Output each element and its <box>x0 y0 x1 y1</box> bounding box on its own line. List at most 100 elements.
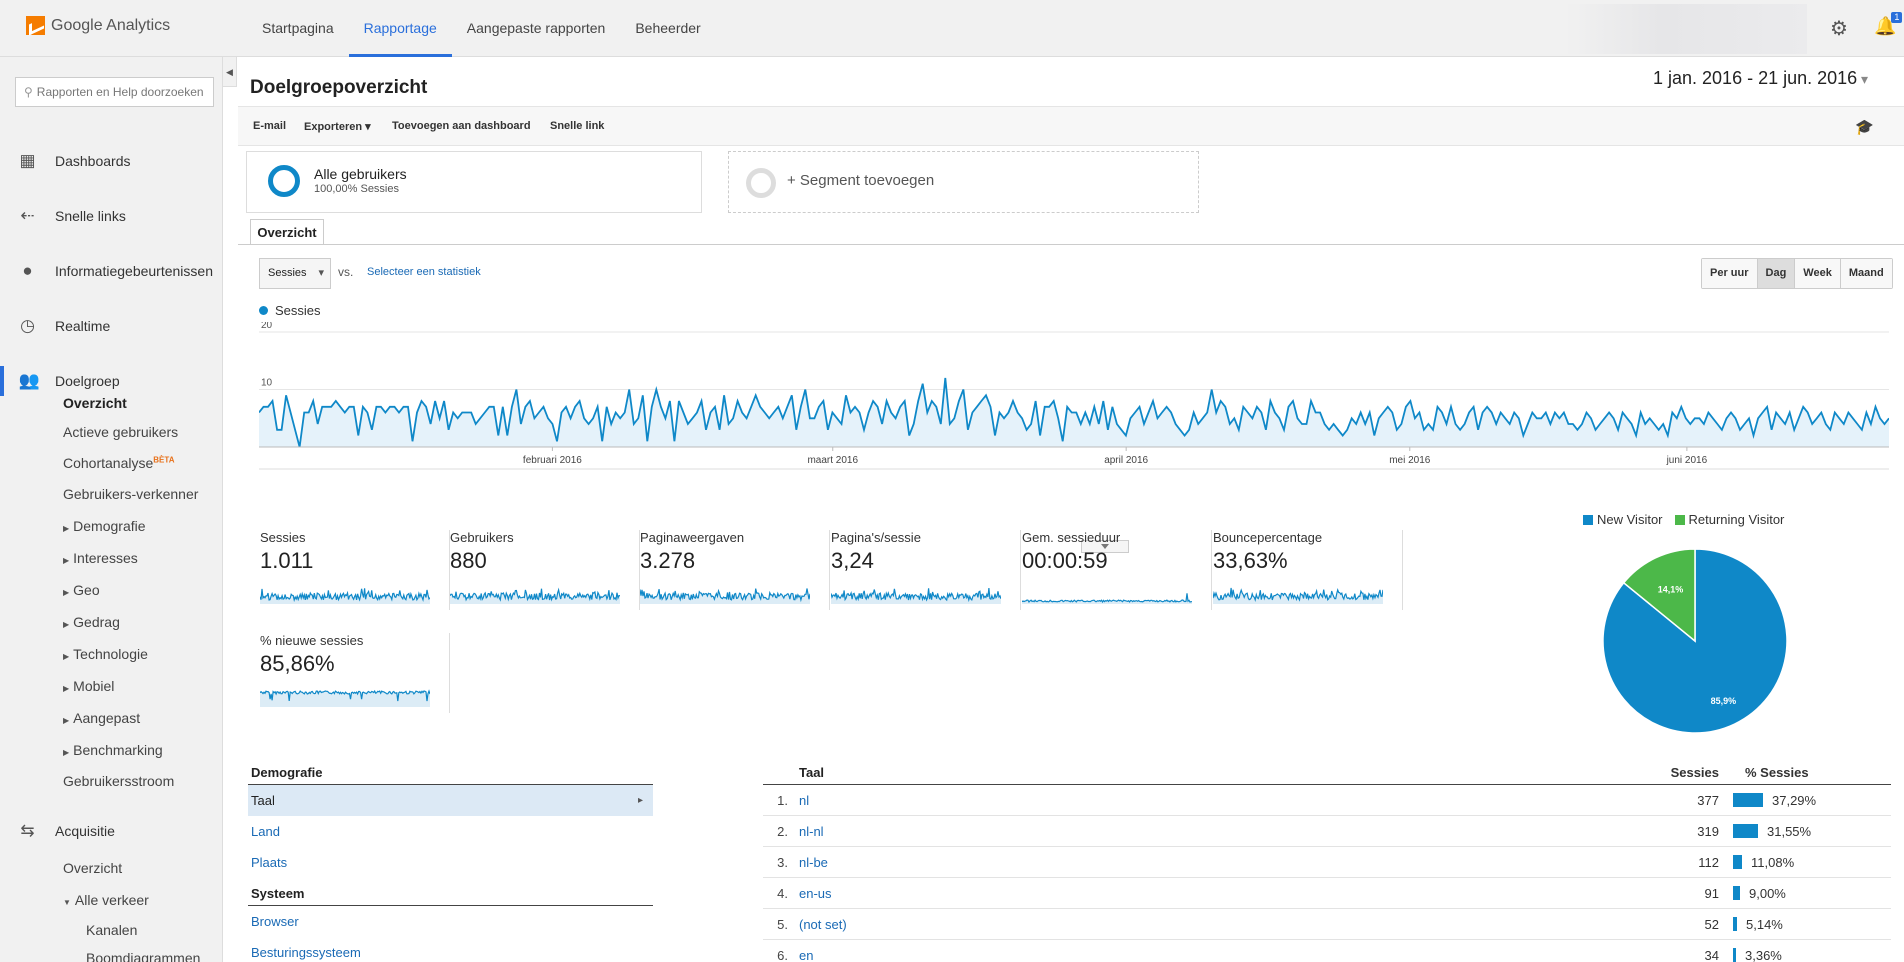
search-input[interactable]: Rapporten en Help doorzoeken <box>15 77 214 107</box>
kpi-paginaweergaven[interactable]: Paginaweergaven 3.278 <box>640 530 830 610</box>
sidebar-sub-interesses[interactable]: ▶ Interesses <box>63 550 138 566</box>
sidebar-sub-gebruikers-verkenner[interactable]: Gebruikers-verkenner <box>63 486 199 502</box>
sidebar-sub-cohortanalyse[interactable]: CohortanalyseBÈTA <box>63 455 174 471</box>
sparkline <box>450 587 620 604</box>
pct-value: 3,36% <box>1745 947 1782 962</box>
export-button[interactable]: Exporteren ▾ <box>304 120 371 133</box>
people-icon: 👥 <box>18 371 41 390</box>
lang-link[interactable]: en-us <box>799 886 832 901</box>
caret-right-icon: ▶ <box>63 620 70 629</box>
gear-icon[interactable]: ⚙ <box>1830 18 1848 40</box>
pie-slice-label: 14,1% <box>1658 584 1684 594</box>
sidebar-sub-gebruikersstroom[interactable]: Gebruikersstroom <box>63 773 175 789</box>
sidebar-sub-benchmarking[interactable]: ▶ Benchmarking <box>63 742 163 758</box>
legend-returning-visitor[interactable]: Returning Visitor <box>1674 512 1784 527</box>
kpi-gebruikers[interactable]: Gebruikers 880 <box>450 530 640 610</box>
dimension-besturingssysteem[interactable]: Besturingssysteem <box>251 945 361 960</box>
sidebar-item-label: Dashboards <box>55 153 131 169</box>
sidebar: Rapporten en Help doorzoeken ▦ Dashboard… <box>0 57 223 962</box>
pie-slice[interactable] <box>1622 548 1696 643</box>
quick-link-button[interactable]: Snelle link <box>550 120 605 132</box>
sidebar-sub-gedrag[interactable]: ▶ Gedrag <box>63 614 120 630</box>
sessions-cell: 319 <box>1697 824 1719 839</box>
sidebar-sub-boomdiagrammen[interactable]: Boomdiagrammen <box>86 950 201 962</box>
legend-new-visitor[interactable]: New Visitor <box>1583 512 1663 527</box>
pct-cell: 11,08% <box>1731 847 1891 877</box>
pie-slice[interactable] <box>1602 548 1788 734</box>
pct-cell: 5,14% <box>1731 909 1891 939</box>
period-per-uur-button[interactable]: Per uur <box>1702 259 1757 288</box>
period-maand-button[interactable]: Maand <box>1839 259 1892 288</box>
tab-rapportage[interactable]: Rapportage <box>348 0 452 57</box>
dimension-taal[interactable]: Taal <box>248 785 653 816</box>
sidebar-item-label: Informatiegebeurtenissen <box>55 263 213 279</box>
sidebar-item-dashboards[interactable]: ▦ Dashboards <box>0 146 223 176</box>
sidebar-item-realtime[interactable]: ◷ Realtime <box>0 311 223 341</box>
kpi-sessieduur[interactable]: Gem. sessieduur 00:00:59 <box>1022 530 1212 610</box>
y-tick-label: 10 <box>261 378 273 389</box>
sidebar-sub-geo[interactable]: ▶ Geo <box>63 582 100 598</box>
kpi-bouncepercentage[interactable]: Bouncepercentage 33,63% <box>1213 530 1403 610</box>
sidebar-sub-technologie[interactable]: ▶ Technologie <box>63 646 148 662</box>
tab-overzicht[interactable]: Overzicht <box>250 219 324 245</box>
account-selector[interactable] <box>1565 4 1807 54</box>
sidebar-sub-actieve-gebruikers[interactable]: Actieve gebruikers <box>63 424 179 440</box>
tab-startpagina[interactable]: Startpagina <box>262 20 334 36</box>
collapse-sidebar-button[interactable]: ◀ <box>223 57 237 87</box>
x-tick-label: april 2016 <box>1104 455 1148 466</box>
chart-resize-handle[interactable] <box>1081 540 1129 554</box>
tab-aangepaste-rapporten[interactable]: Aangepaste rapporten <box>466 20 606 36</box>
pct-bar <box>1733 886 1740 900</box>
sidebar-sub-demografie[interactable]: ▶ Demografie <box>63 518 146 534</box>
sidebar-item-informatiegebeurtenissen[interactable]: ● Informatiegebeurtenissen <box>0 256 223 286</box>
pct-cell: 3,36% <box>1731 940 1891 962</box>
legend-label: New Visitor <box>1597 512 1663 527</box>
kpi-label: Sessies <box>260 530 306 545</box>
tab-beheerder[interactable]: Beheerder <box>635 20 701 36</box>
sessions-cell: 34 <box>1704 948 1719 962</box>
metric-select[interactable]: Sessies <box>259 258 331 289</box>
lang-link[interactable]: nl-nl <box>799 824 824 839</box>
period-dag-button[interactable]: Dag <box>1756 259 1795 288</box>
add-to-dashboard-button[interactable]: Toevoegen aan dashboard <box>392 120 531 132</box>
email-button[interactable]: E-mail <box>253 120 287 132</box>
bell-icon[interactable]: 🔔 1 <box>1874 12 1903 37</box>
sidebar-item-label: Snelle links <box>55 208 126 224</box>
graduation-cap-icon[interactable]: 🎓 <box>1855 119 1874 136</box>
period-week-button[interactable]: Week <box>1794 259 1840 288</box>
kpi-label: Paginaweergaven <box>640 530 745 545</box>
caret-right-icon: ▶ <box>63 588 70 597</box>
sparkline-fill <box>260 691 430 707</box>
sidebar-sub-kanalen[interactable]: Kanalen <box>86 922 138 938</box>
add-segment-label: + Segment toevoegen <box>787 172 935 189</box>
segment-all-users[interactable]: Alle gebruikers 100,00% Sessies <box>246 151 702 213</box>
lang-link[interactable]: nl <box>799 793 810 808</box>
add-segment-button[interactable]: + Segment toevoegen <box>728 151 1199 213</box>
sidebar-item-acquisitie[interactable]: ⇆ Acquisitie <box>0 816 223 846</box>
sidebar-sub-aangepast[interactable]: ▶ Aangepast <box>63 710 140 726</box>
sidebar-sub-label: Geo <box>73 582 100 598</box>
sidebar-sub-acq-overzicht[interactable]: Overzicht <box>63 860 123 876</box>
lang-link[interactable]: en <box>799 948 814 962</box>
lang-link[interactable]: nl-be <box>799 855 828 870</box>
sparkline <box>260 689 430 707</box>
demografie-header: Demografie <box>248 757 653 785</box>
logo[interactable]: Google Analytics <box>26 16 170 35</box>
kpi-paginas-per-sessie[interactable]: Pagina's/sessie 3,24 <box>831 530 1021 610</box>
sidebar-item-doelgroep[interactable]: 👥 Doelgroep <box>0 366 223 396</box>
sessions-cell: 377 <box>1697 793 1719 808</box>
sidebar-sub-alle-verkeer[interactable]: ▼ Alle verkeer <box>63 892 149 908</box>
date-range-picker[interactable]: 1 jan. 2016 - 21 jun. 2016 <box>1653 68 1868 89</box>
dimension-land[interactable]: Land <box>251 824 280 839</box>
dimension-plaats[interactable]: Plaats <box>251 855 288 870</box>
kpi-nieuwe-sessies[interactable]: % nieuwe sessies 85,86% <box>260 633 450 713</box>
sidebar-item-snelle-links[interactable]: ⇠ Snelle links <box>0 201 223 231</box>
kpi-sessies[interactable]: Sessies 1.011 <box>260 530 450 610</box>
dimension-browser[interactable]: Browser <box>251 914 299 929</box>
kpi-value: 3,24 <box>831 548 874 573</box>
kpi-value: 1.011 <box>260 548 314 573</box>
sidebar-sub-overzicht[interactable]: Overzicht <box>63 395 127 411</box>
lang-link[interactable]: (not set) <box>799 917 847 932</box>
sidebar-sub-mobiel[interactable]: ▶ Mobiel <box>63 678 114 694</box>
select-statistic-link[interactable]: Selecteer een statistiek <box>367 266 481 278</box>
